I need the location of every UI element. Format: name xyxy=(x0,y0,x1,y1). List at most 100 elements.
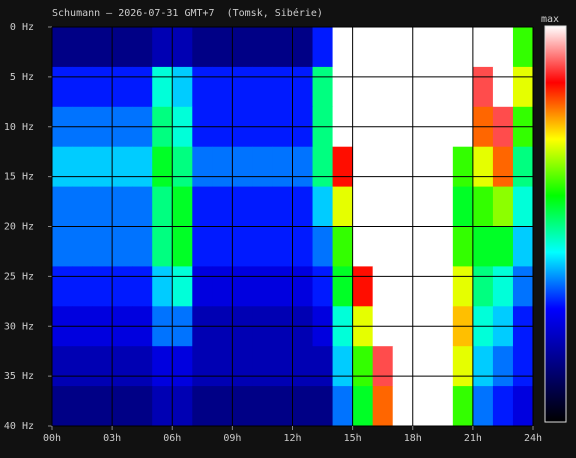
spectrogram-cell xyxy=(232,226,253,267)
spectrogram-cell xyxy=(272,186,293,227)
spectrogram-cell xyxy=(272,346,293,387)
spectrogram-cell xyxy=(392,186,414,227)
spectrogram-cell xyxy=(292,346,314,387)
spectrogram-cell xyxy=(412,226,434,267)
spectrogram-cell xyxy=(432,346,454,387)
spectrogram-cell xyxy=(192,146,213,188)
spectrogram-cell xyxy=(132,266,153,307)
spectrogram-cell xyxy=(372,66,394,108)
spectrogram-cell xyxy=(92,346,113,387)
spectrogram-cell xyxy=(292,386,314,427)
y-tick-label: 20 Hz xyxy=(4,222,34,233)
spectrogram-cell xyxy=(492,226,514,267)
spectrogram-cell xyxy=(312,66,334,108)
spectrogram-cell xyxy=(152,66,173,108)
spectrogram-cell xyxy=(212,266,233,307)
spectrogram-cell xyxy=(512,346,534,387)
spectrogram-cell xyxy=(152,266,173,307)
spectrogram-cell xyxy=(232,266,253,307)
spectrogram-cell xyxy=(72,346,93,387)
spectrogram-cell xyxy=(372,386,394,427)
spectrogram-cell xyxy=(272,226,293,267)
spectrogram-cell xyxy=(72,146,93,188)
spectrogram-cell xyxy=(452,386,474,427)
spectrogram-cell xyxy=(312,186,334,227)
spectrogram-cell xyxy=(152,386,173,427)
spectrogram-cell xyxy=(432,186,454,227)
spectrogram-cell xyxy=(512,146,534,188)
spectrogram-cell xyxy=(372,226,394,267)
spectrogram-cell xyxy=(452,186,474,227)
spectrogram-cell xyxy=(332,146,354,188)
spectrogram-cell xyxy=(332,66,354,108)
spectrogram-cell xyxy=(252,186,273,227)
spectrogram-cell xyxy=(212,386,233,427)
spectrogram-cell xyxy=(152,226,173,267)
spectrogram-cell xyxy=(172,66,193,108)
spectrogram-cell xyxy=(292,27,314,68)
spectrogram-cell xyxy=(332,266,354,307)
spectrogram-cell xyxy=(472,146,494,188)
spectrogram-cell xyxy=(272,386,293,427)
spectrogram-cell xyxy=(312,266,334,307)
spectrogram-cell xyxy=(312,146,334,188)
spectrogram-cell xyxy=(172,186,193,227)
spectrogram-cell xyxy=(152,27,173,68)
spectrogram-cell xyxy=(432,266,454,307)
spectrogram-cell xyxy=(132,346,153,387)
spectrogram-cell xyxy=(512,27,534,68)
x-tick-label: 00h xyxy=(43,433,61,444)
spectrogram-cell xyxy=(412,186,434,227)
spectrogram-cell xyxy=(112,386,133,427)
spectrogram-cell xyxy=(72,266,93,307)
spectrogram-cell xyxy=(252,27,273,68)
spectrogram-cell xyxy=(72,386,93,427)
spectrogram-cell xyxy=(472,27,494,68)
spectrogram-cell xyxy=(132,146,153,188)
spectrogram-cell xyxy=(112,146,133,188)
spectrogram-cell xyxy=(492,66,514,108)
spectrogram-cell xyxy=(492,146,514,188)
spectrogram-cell xyxy=(472,186,494,227)
spectrogram-cell xyxy=(332,346,354,387)
spectrogram-cell xyxy=(492,386,514,427)
spectrogram-cell xyxy=(252,386,273,427)
spectrogram-cell xyxy=(292,186,314,227)
spectrogram-cell xyxy=(352,66,374,108)
spectrogram-cell xyxy=(112,66,133,108)
spectrogram-cell xyxy=(472,66,494,108)
spectrogram-cell xyxy=(372,146,394,188)
spectrogram-cell xyxy=(192,186,213,227)
spectrogram-cell xyxy=(92,186,113,227)
spectrogram-cell xyxy=(52,27,73,68)
chart-title: Schumann — 2026-07-31 GMT+7 (Tomsk, Sibé… xyxy=(52,7,323,19)
y-tick-label: 15 Hz xyxy=(4,172,34,183)
spectrogram-cell xyxy=(152,346,173,387)
spectrogram-cell xyxy=(232,346,253,387)
spectrogram-cell xyxy=(152,186,173,227)
spectrogram-cell xyxy=(432,66,454,108)
spectrogram-cell xyxy=(432,386,454,427)
x-tick-label: 15h xyxy=(344,433,362,444)
spectrogram-cell xyxy=(412,386,434,427)
spectrogram-cell xyxy=(512,66,534,108)
y-tick-label: 25 Hz xyxy=(4,271,34,282)
y-tick-label: 5 Hz xyxy=(10,72,34,83)
spectrogram-cell xyxy=(212,346,233,387)
x-tick-label: 06h xyxy=(163,433,181,444)
spectrogram-cell xyxy=(272,66,293,108)
spectrogram-cell xyxy=(252,146,273,188)
spectrogram-cell xyxy=(372,186,394,227)
spectrogram-cell xyxy=(312,226,334,267)
x-tick-label: 21h xyxy=(464,433,482,444)
spectrogram-cell xyxy=(92,226,113,267)
colorbar-label: max xyxy=(541,14,559,25)
spectrogram-cell xyxy=(192,66,213,108)
spectrogram-cell xyxy=(352,226,374,267)
spectrogram-cell xyxy=(392,66,414,108)
spectrogram-cell xyxy=(192,266,213,307)
spectrogram-cell xyxy=(112,27,133,68)
x-tick-label: 24h xyxy=(524,433,542,444)
spectrogram-cell xyxy=(492,186,514,227)
spectrogram-cell xyxy=(512,386,534,427)
